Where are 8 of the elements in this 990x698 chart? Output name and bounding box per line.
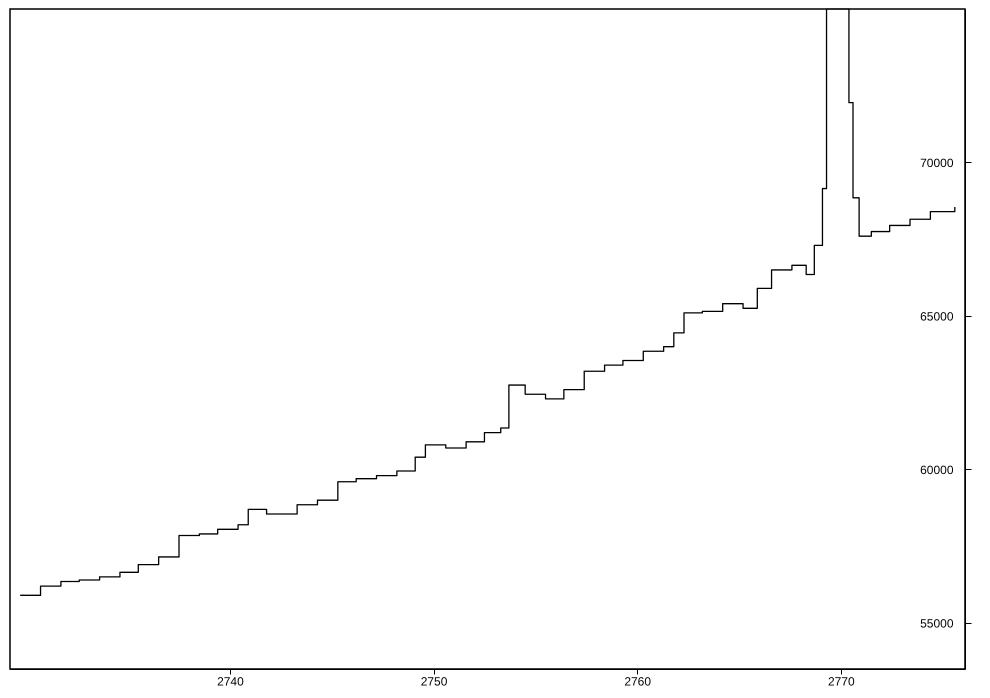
y-tick-label: 55000 [920,616,954,630]
y-tick-label: 70000 [920,156,954,170]
x-tick-label: 2750 [420,674,448,688]
y-tick-label: 60000 [920,462,954,477]
y-tick-label: 65000 [920,309,954,324]
x-tick-label: 2770 [828,674,855,688]
x-tick-label: 2760 [624,674,652,688]
x-tick-label: 2740 [217,674,244,688]
